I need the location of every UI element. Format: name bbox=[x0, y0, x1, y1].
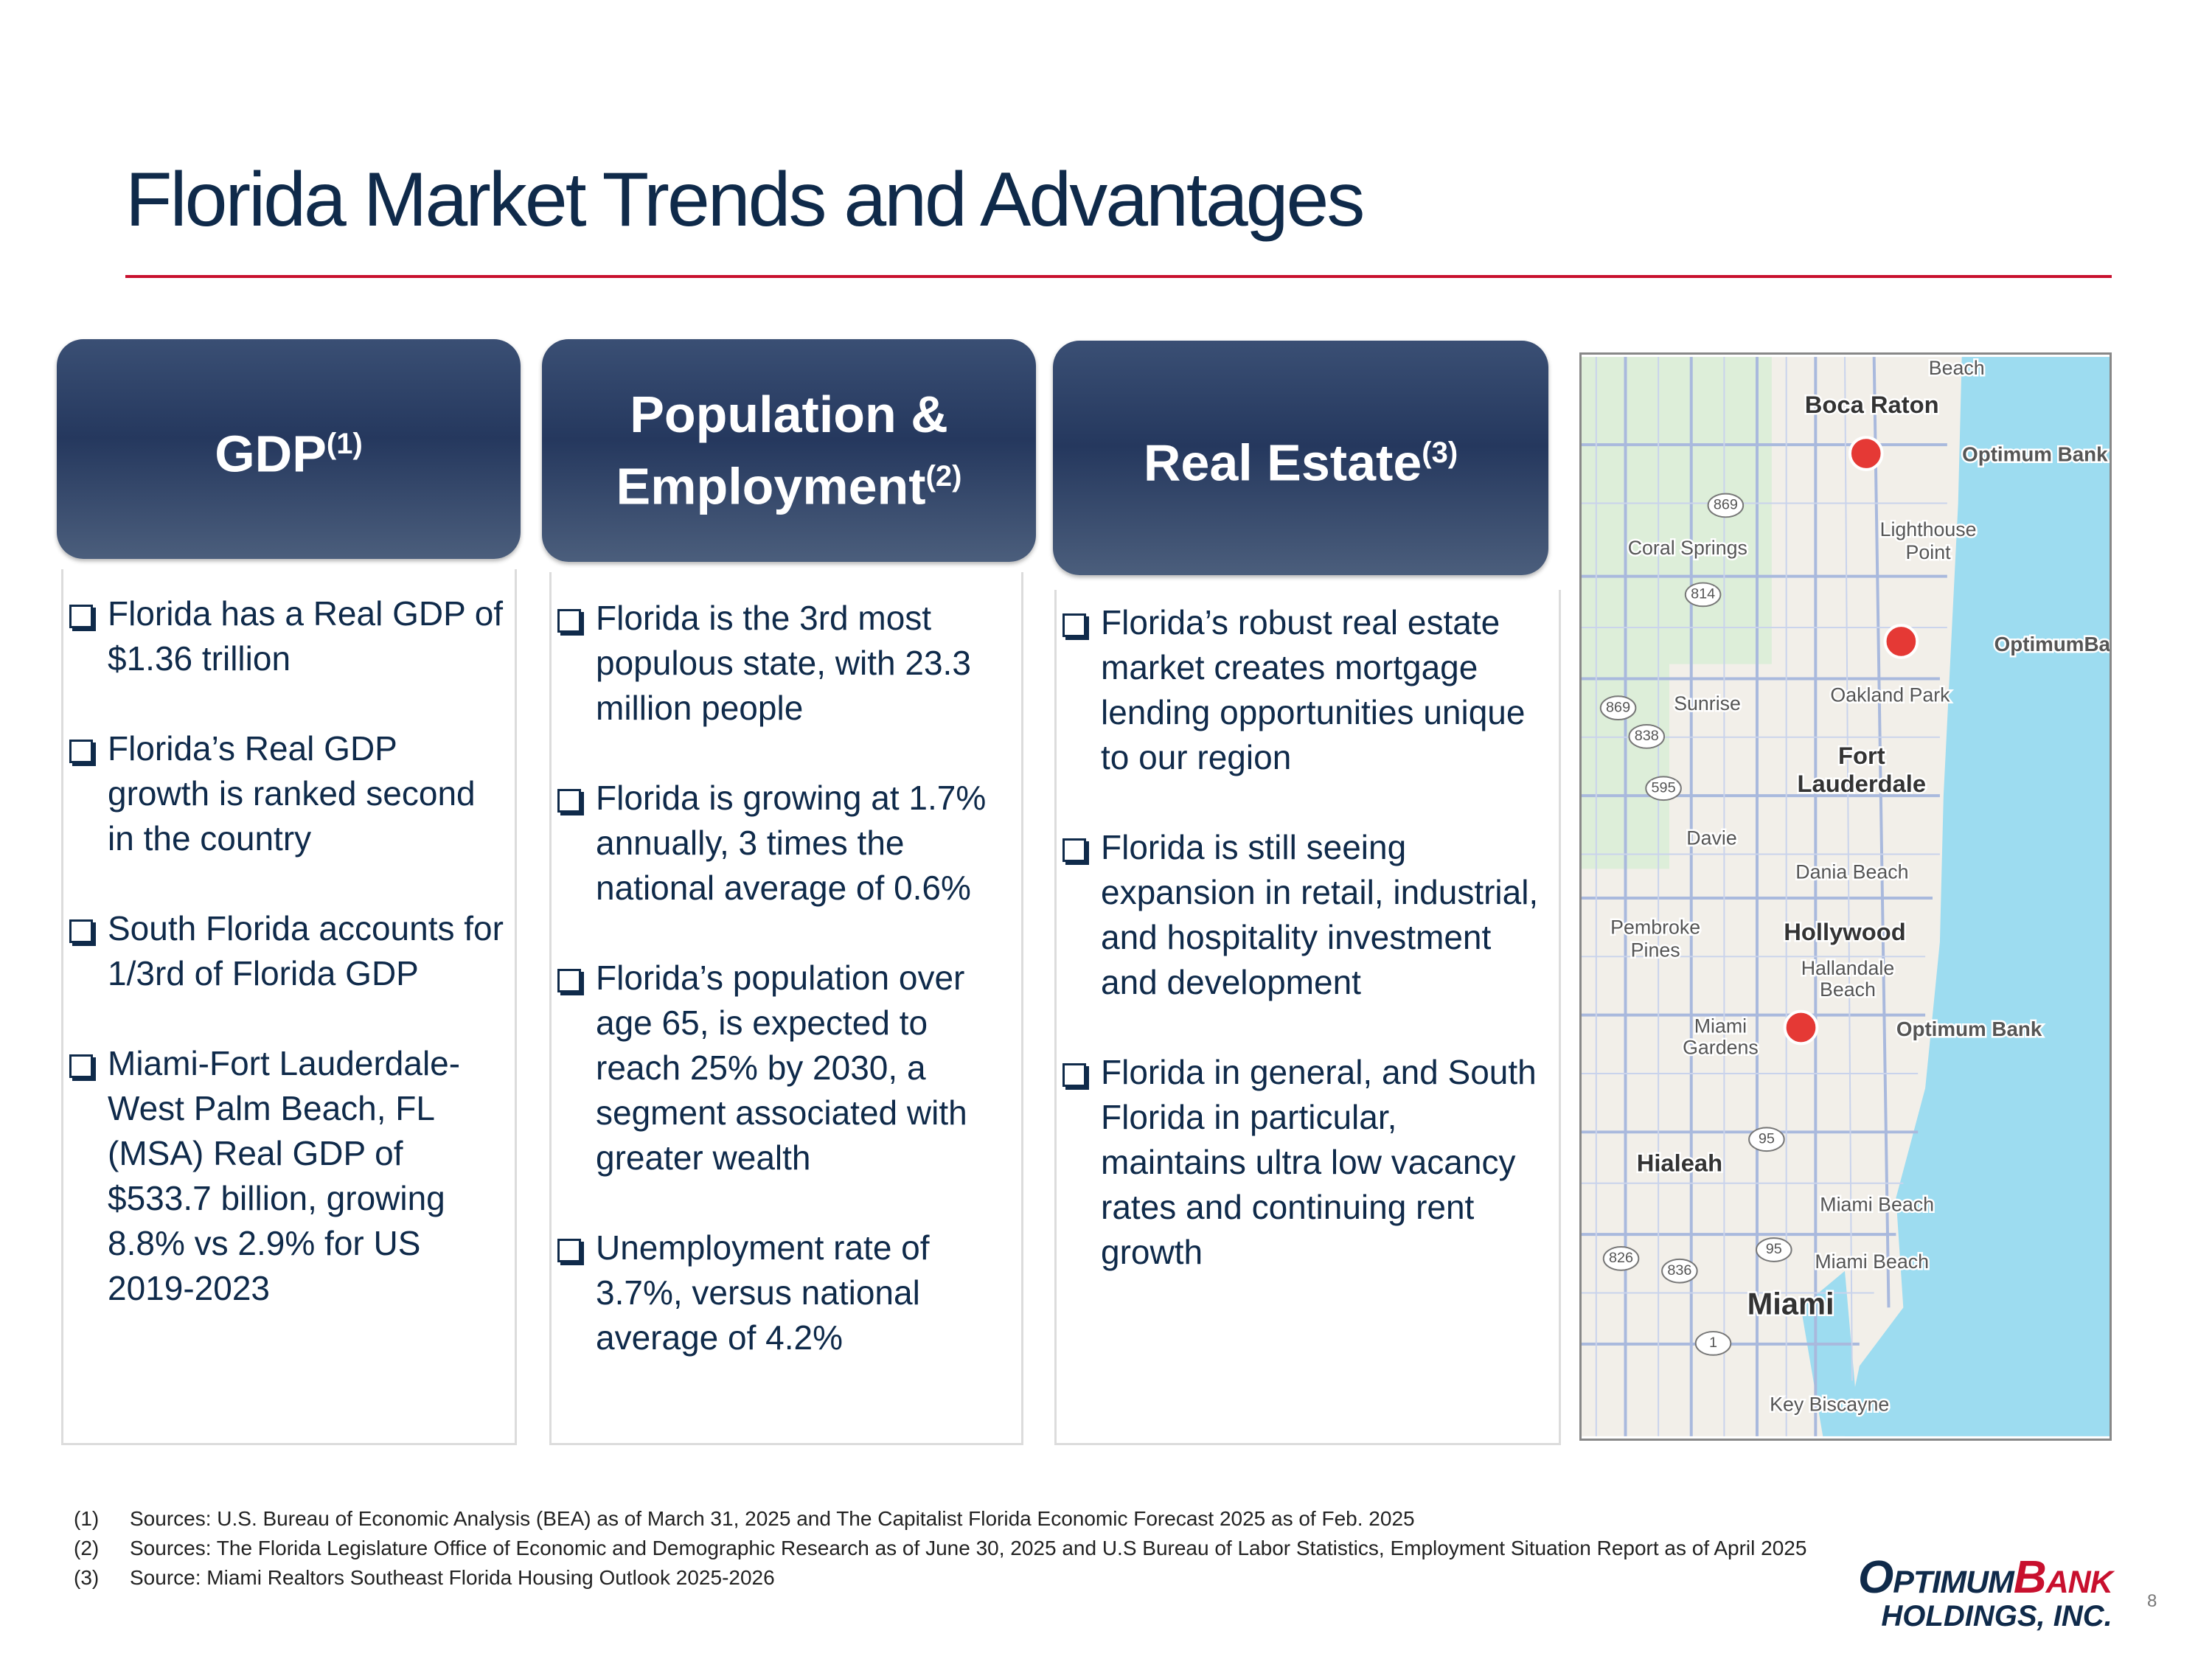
map-label: Gardens bbox=[1683, 1036, 1759, 1058]
logo: OptimumBank HOLDINGS, INC. bbox=[1858, 1552, 2113, 1632]
road-shield bbox=[1684, 582, 1722, 608]
footnote-number: (1) bbox=[74, 1507, 100, 1530]
map-label: Key Biscayne bbox=[1770, 1393, 1889, 1415]
column-body: Florida’s robust real estate market crea… bbox=[1054, 590, 1561, 1445]
road-shield bbox=[1707, 493, 1745, 518]
road-shield bbox=[1748, 1127, 1785, 1152]
map-label: Fort bbox=[1838, 742, 1885, 769]
header-note: (1) bbox=[326, 428, 363, 461]
map-label: 869 bbox=[1714, 497, 1738, 513]
map-label: 826 bbox=[1609, 1250, 1633, 1266]
map-label: Lighthouse bbox=[1880, 518, 1977, 540]
map-label: Hallandale bbox=[1801, 957, 1894, 979]
bullet: Florida’s robust real estate market crea… bbox=[1062, 600, 1551, 780]
road-shield bbox=[1645, 776, 1682, 801]
map-label: 595 bbox=[1652, 779, 1676, 796]
map-label: 95 bbox=[1766, 1241, 1782, 1257]
map-label: Lauderdale bbox=[1798, 770, 1927, 797]
map-label: Beach bbox=[1929, 357, 1985, 379]
column-header: Population & Employment(2) bbox=[542, 339, 1036, 562]
map-label: Miami bbox=[1694, 1015, 1747, 1037]
road-shield bbox=[1661, 1258, 1698, 1284]
map-label: Optimum Bank bbox=[1896, 1018, 2042, 1040]
map-label: Pines bbox=[1631, 939, 1680, 961]
logo-text: Bank bbox=[2013, 1552, 2113, 1603]
bullet: Florida is growing at 1.7% annually, 3 t… bbox=[557, 776, 1014, 911]
map-label: Hialeah bbox=[1637, 1150, 1722, 1177]
road-shield bbox=[1628, 723, 1666, 749]
map-label: Dania Beach bbox=[1795, 860, 1908, 883]
map-label: Sunrise bbox=[1674, 692, 1741, 714]
footnote-text: Sources: U.S. Bureau of Economic Analysi… bbox=[130, 1507, 1415, 1530]
road-shield bbox=[1694, 1331, 1732, 1356]
map-label: Point bbox=[1906, 541, 1952, 563]
logo-text: Optimum bbox=[1858, 1552, 2014, 1603]
map-label: 95 bbox=[1759, 1130, 1775, 1147]
bullet: Miami-Fort Lauderdale-West Palm Beach, F… bbox=[69, 1041, 507, 1311]
slide-title: Florida Market Trends and Advantages bbox=[125, 157, 1365, 243]
logo-subtitle: HOLDINGS, INC. bbox=[1881, 1600, 2112, 1632]
footnote: (3) Source: Miami Realtors Southeast Flor… bbox=[74, 1563, 1858, 1593]
map-label: Coral Springs bbox=[1628, 537, 1747, 559]
bullet: Florida’s Real GDP growth is ranked seco… bbox=[69, 726, 507, 861]
map-label: 1 bbox=[1709, 1335, 1717, 1351]
bullet: South Florida accounts for 1/3rd of Flor… bbox=[69, 906, 507, 996]
footnote-text: Sources: The Florida Legislature Office … bbox=[130, 1537, 1807, 1559]
map-label: Davie bbox=[1686, 827, 1736, 849]
header-text: GDP bbox=[215, 425, 327, 483]
bullet: Florida is still seeing expansion in ret… bbox=[1062, 825, 1551, 1005]
header-text: Real Estate bbox=[1143, 434, 1422, 492]
map-label: Miami Beach bbox=[1820, 1194, 1934, 1216]
map-pin bbox=[1848, 436, 1884, 471]
bullet: Florida is the 3rd most populous state, … bbox=[557, 596, 1014, 731]
map-pin bbox=[1783, 1009, 1819, 1046]
footnotes: (1) Sources: U.S. Bureau of Economic Anal… bbox=[74, 1504, 1858, 1593]
road-shield bbox=[1602, 1246, 1640, 1271]
map-label: Miami Beach bbox=[1815, 1251, 1929, 1273]
footnote-number: (2) bbox=[74, 1537, 100, 1559]
map-label: 869 bbox=[1606, 699, 1630, 715]
map-label: OptimumBank bbox=[1994, 633, 2112, 655]
column-body: Florida is the 3rd most populous state, … bbox=[549, 572, 1023, 1445]
column-header: GDP(1) bbox=[57, 339, 521, 559]
road-shield bbox=[1599, 695, 1637, 721]
road-shield bbox=[1756, 1237, 1792, 1262]
footnote: (2) Sources: The Florida Legislature Offi… bbox=[74, 1534, 1858, 1563]
bullet: Florida’s population over age 65, is exp… bbox=[557, 956, 1014, 1180]
bullet: Florida has a Real GDP of $1.36 trillion bbox=[69, 591, 507, 681]
map-label: Optimum Bank bbox=[1962, 442, 2108, 465]
map-label: Boca Raton bbox=[1805, 391, 1939, 418]
map: Beach Boca Raton Optimum Bank 869 Lighthouse… bbox=[1579, 352, 2112, 1441]
header-text: Population & Employment bbox=[616, 386, 948, 515]
page-number: 8 bbox=[2147, 1591, 2157, 1611]
footnote-text: Source: Miami Realtors Southeast Florida… bbox=[130, 1566, 775, 1589]
map-label: Pembroke bbox=[1610, 917, 1700, 939]
map-label: 838 bbox=[1635, 728, 1659, 744]
footnote-number: (3) bbox=[74, 1566, 100, 1589]
map-label: Oakland Park bbox=[1830, 684, 1950, 706]
map-label: Hollywood bbox=[1784, 918, 1905, 945]
map-label: Beach bbox=[1820, 978, 1876, 1001]
map-label: Miami bbox=[1747, 1286, 1834, 1321]
header-note: (2) bbox=[925, 460, 962, 493]
map-pin bbox=[1883, 624, 1919, 659]
column-header: Real Estate(3) bbox=[1053, 341, 1548, 575]
header-note: (3) bbox=[1422, 437, 1458, 470]
bullet: Florida in general, and South Florida in… bbox=[1062, 1050, 1551, 1275]
bullet: Unemployment rate of 3.7%, versus nation… bbox=[557, 1225, 1014, 1360]
title-rule bbox=[125, 275, 2112, 278]
footnote: (1) Sources: U.S. Bureau of Economic Anal… bbox=[74, 1504, 1858, 1534]
column-body: Florida has a Real GDP of $1.36 trillion… bbox=[61, 569, 517, 1445]
map-label: 814 bbox=[1691, 586, 1715, 602]
map-label: 836 bbox=[1667, 1262, 1691, 1279]
